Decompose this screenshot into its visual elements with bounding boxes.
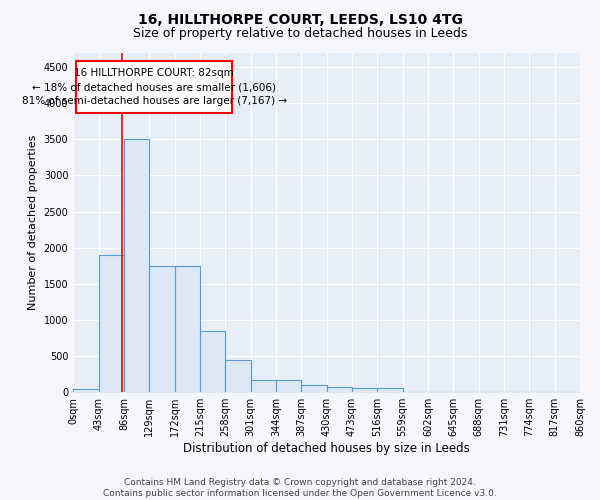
Text: 16, HILLTHORPE COURT, LEEDS, LS10 4TG: 16, HILLTHORPE COURT, LEEDS, LS10 4TG <box>137 12 463 26</box>
Text: Contains HM Land Registry data © Crown copyright and database right 2024.
Contai: Contains HM Land Registry data © Crown c… <box>103 478 497 498</box>
Text: Size of property relative to detached houses in Leeds: Size of property relative to detached ho… <box>133 28 467 40</box>
Text: 16 HILLTHORPE COURT: 82sqm
← 18% of detached houses are smaller (1,606)
81% of s: 16 HILLTHORPE COURT: 82sqm ← 18% of deta… <box>22 68 287 106</box>
Y-axis label: Number of detached properties: Number of detached properties <box>28 134 38 310</box>
X-axis label: Distribution of detached houses by size in Leeds: Distribution of detached houses by size … <box>183 442 470 455</box>
FancyBboxPatch shape <box>76 61 232 113</box>
